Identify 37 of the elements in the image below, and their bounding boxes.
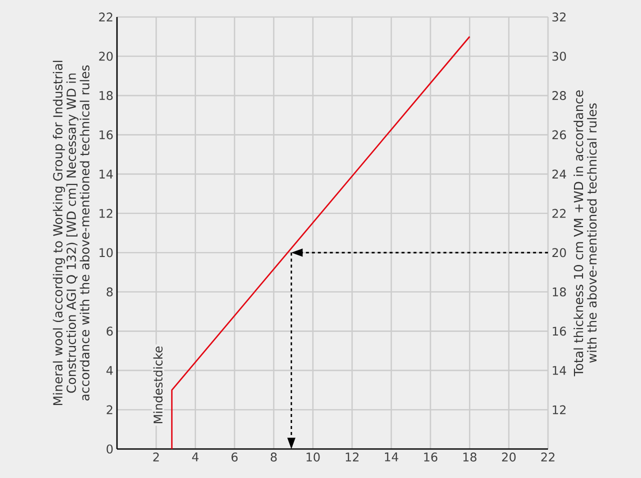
y-tick-label: 0 xyxy=(106,444,113,454)
x-tick-label: 12 xyxy=(346,452,358,462)
y2-axis-title: Total thickness 10 cm VM +WD in accordance with the above-mentioned technical rules xyxy=(574,90,597,376)
y2-tick-label: 14 xyxy=(552,366,566,375)
y2-tick-label: 20 xyxy=(552,248,566,258)
y-tick-label: 22 xyxy=(99,12,112,22)
x-tick-label: 2 xyxy=(153,452,159,462)
y2-tick-label: 18 xyxy=(552,287,566,296)
x-tick-label: 16 xyxy=(424,452,438,462)
y2-tick-label: 22 xyxy=(552,208,566,218)
y2-tick-label: 30 xyxy=(552,52,566,61)
y-tick-label: 10 xyxy=(100,248,113,258)
y2-tick-label: 12 xyxy=(552,405,566,414)
y2-tick-label: 32 xyxy=(552,12,566,22)
y2-tick-label: 16 xyxy=(552,326,566,336)
y-tick-label: 2 xyxy=(106,405,112,414)
y2-tick-label: 24 xyxy=(552,170,566,179)
y2-tick-label: 26 xyxy=(552,130,566,140)
x-tick-label: 6 xyxy=(232,452,238,462)
y-tick-label: 16 xyxy=(100,130,113,140)
y-tick-label: 20 xyxy=(99,52,113,61)
x-tick-label: 8 xyxy=(270,452,277,462)
x-tick-label: 14 xyxy=(384,452,398,462)
x-tick-label: 4 xyxy=(192,452,198,462)
y-tick-label: 4 xyxy=(106,366,113,375)
x-tick-label: 20 xyxy=(502,452,516,462)
y2-tick-label: 28 xyxy=(552,91,566,100)
y-tick-label: 8 xyxy=(106,287,113,296)
x-tick-label: 22 xyxy=(541,452,554,462)
x-tick-label: 10 xyxy=(306,452,320,462)
x-tick-label: 18 xyxy=(463,452,476,462)
y-tick-label: 12 xyxy=(100,208,112,218)
y-axis-title: Mineral wool (according to Working Group for Industrial Construction AGI Q 132) [WD cm] Necessary WD in accordance with the above-mentioned technical rules xyxy=(52,60,90,406)
y-tick-label: 14 xyxy=(100,170,113,178)
annotation: Mindestdicke xyxy=(153,346,163,424)
y-tick-label: 6 xyxy=(106,326,113,336)
y-tick-label: 18 xyxy=(100,91,113,100)
